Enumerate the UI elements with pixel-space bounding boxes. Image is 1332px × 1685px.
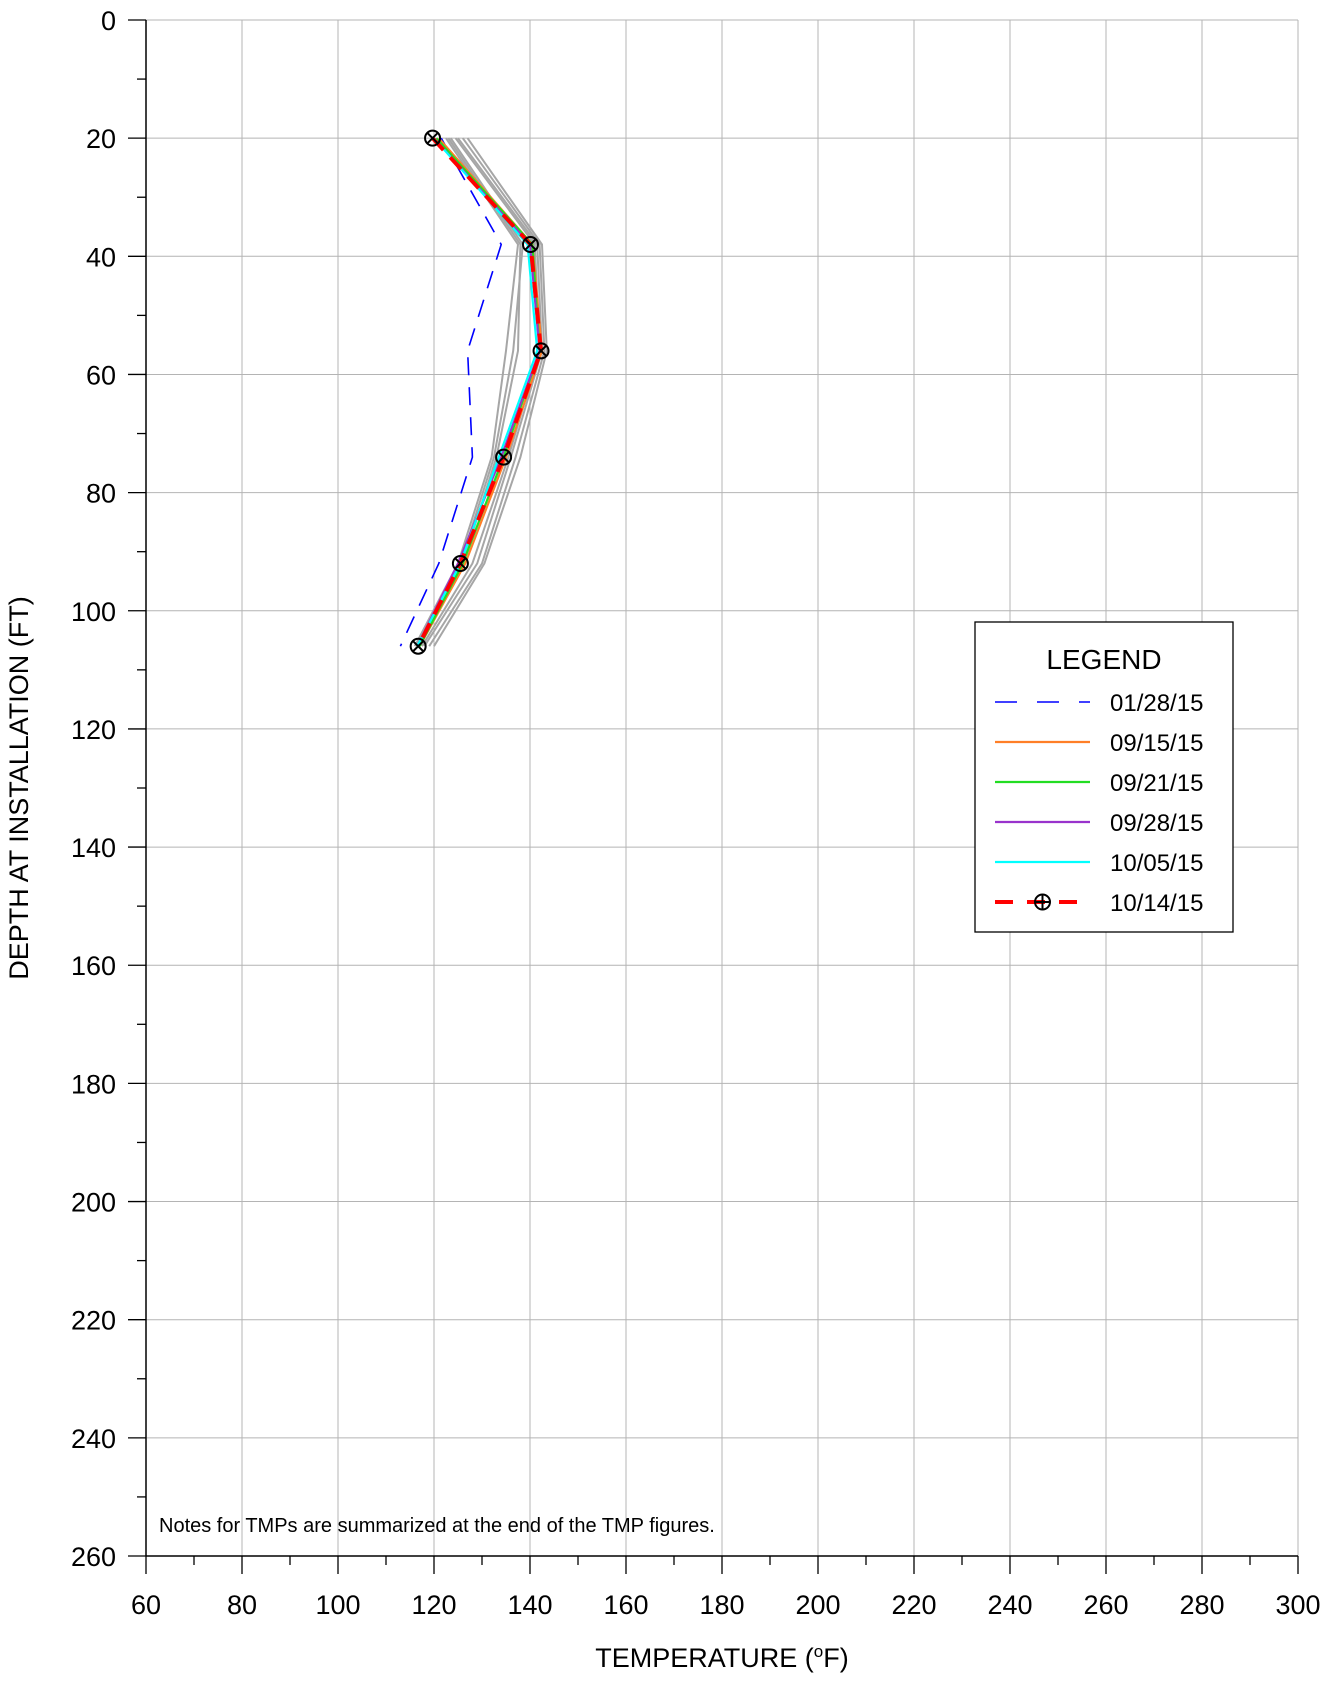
legend-marker xyxy=(1034,893,1051,911)
tick-labels: 0 20 40 60 80 100 120 140 160 180 200 220 240 260 60 80… xyxy=(71,6,1321,1620)
x-tick-label: 240 xyxy=(987,1590,1032,1620)
legend-label: 09/21/15 xyxy=(1110,770,1203,797)
series-line-10-14-15 xyxy=(416,136,544,648)
x-tick-label: 160 xyxy=(603,1590,648,1620)
y-tick-label: 200 xyxy=(71,1188,116,1218)
legend-label: 10/05/15 xyxy=(1110,850,1203,877)
historical-reading-line xyxy=(423,137,544,647)
x-tick-label: 100 xyxy=(315,1590,360,1620)
x-axis-label-end: F) xyxy=(823,1643,848,1673)
marker-cross xyxy=(454,557,467,570)
marker-cross xyxy=(426,132,439,145)
legend-entries: 01/28/15 09/15/15 09/21/15 09/28/15 10/05/15… xyxy=(995,690,1203,917)
x-tick-label: 260 xyxy=(1083,1590,1128,1620)
y-tick-label: 20 xyxy=(86,124,116,154)
legend-label: 01/28/15 xyxy=(1110,690,1203,717)
x-tick-label: 300 xyxy=(1275,1590,1320,1620)
marker-circle xyxy=(409,637,427,655)
data-point-marker xyxy=(409,637,427,655)
legend-box xyxy=(974,621,1234,933)
x-tick-label: 200 xyxy=(795,1590,840,1620)
y-tick-label: 140 xyxy=(71,833,116,863)
series-line-01-28-15 xyxy=(399,137,503,647)
historical-reading-line xyxy=(428,137,546,647)
y-tick-label: 240 xyxy=(71,1424,116,1454)
marker-cross xyxy=(535,344,548,357)
y-axis-label: DEPTH AT INSTALLATION (FT) xyxy=(4,596,34,980)
data-point-marker xyxy=(451,555,469,573)
x-axis-label-main: TEMPERATURE ( xyxy=(595,1643,814,1673)
series-lines xyxy=(399,136,548,648)
marker-cross xyxy=(412,640,425,653)
y-tick-label: 0 xyxy=(101,6,116,36)
legend-label: 09/28/15 xyxy=(1110,810,1203,837)
x-tick-label: 140 xyxy=(507,1590,552,1620)
y-tick-label: 180 xyxy=(71,1069,116,1099)
x-tick-label: 60 xyxy=(131,1590,161,1620)
marker-circle xyxy=(521,235,539,253)
legend-label: 10/14/15 xyxy=(1110,890,1203,917)
marker-circle xyxy=(451,555,469,573)
legend-label: 09/15/15 xyxy=(1110,730,1203,757)
historical-reading-line xyxy=(433,137,548,647)
x-tick-label: 80 xyxy=(227,1590,257,1620)
marker-cross xyxy=(524,238,537,251)
y-tick-label: 160 xyxy=(71,951,116,981)
y-tick-label: 220 xyxy=(71,1306,116,1336)
series-line-09-21-15 xyxy=(418,137,541,647)
marker-circle xyxy=(532,342,550,360)
legend-title: LEGEND xyxy=(1046,644,1161,675)
x-tick-label: 120 xyxy=(411,1590,456,1620)
x-axis-label-superscript: o xyxy=(814,1642,823,1661)
y-tick-label: 60 xyxy=(86,360,116,390)
data-point-marker xyxy=(532,342,550,360)
y-tick-label: 260 xyxy=(71,1542,116,1572)
y-tick-label: 120 xyxy=(71,715,116,745)
marker-circle xyxy=(424,129,442,147)
y-tick-label: 100 xyxy=(71,597,116,627)
y-tick-label: 40 xyxy=(86,242,116,272)
grid xyxy=(145,19,1299,1557)
series-markers xyxy=(409,129,550,655)
x-tick-label: 180 xyxy=(699,1590,744,1620)
x-tick-label: 280 xyxy=(1179,1590,1224,1620)
marker-cross xyxy=(497,451,510,464)
axes xyxy=(128,19,1299,1574)
data-point-marker xyxy=(495,448,513,466)
legend: LEGEND 01/28/15 09/15/15 09/21/15 09/28/15 1… xyxy=(974,621,1234,933)
x-tick-label: 220 xyxy=(891,1590,936,1620)
x-axis-label: TEMPERATURE (oF) xyxy=(595,1642,848,1673)
y-tick-label: 80 xyxy=(86,479,116,509)
data-point-marker xyxy=(521,235,539,253)
marker-circle xyxy=(495,448,513,466)
data-point-marker xyxy=(424,129,442,147)
note-text: Notes for TMPs are summarized at the end… xyxy=(159,1515,715,1537)
